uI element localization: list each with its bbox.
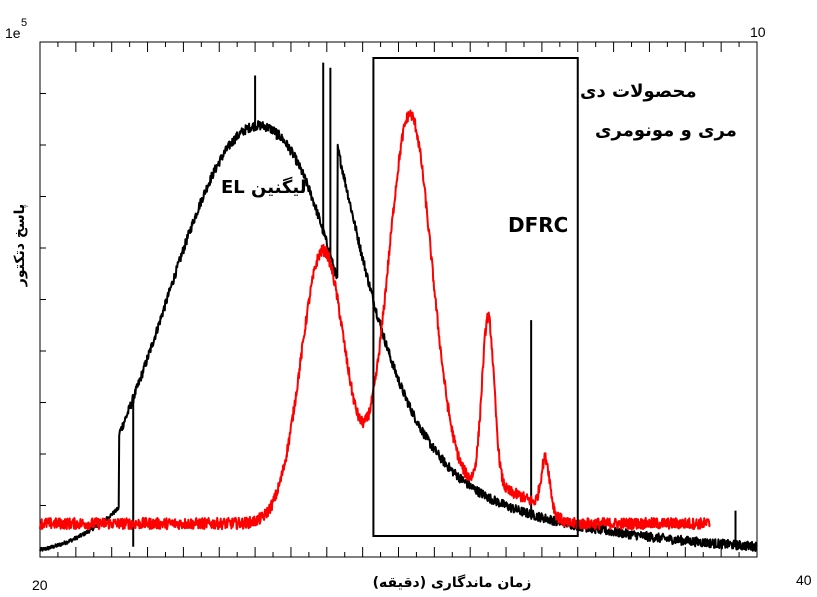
series-line-red (39, 109, 711, 531)
box-label-line2: مری و مونومری (595, 120, 737, 141)
series-line-black (39, 120, 758, 552)
dfrc-highlight-box (372, 57, 579, 537)
y-top-label: 10 (750, 24, 766, 40)
y-axis-title: پاسخ دتکتور (12, 204, 28, 287)
el-lignin-label: لیگنین EL (221, 176, 307, 198)
x-tick-label-end: 40 (796, 572, 812, 588)
x-tick-label-start: 20 (32, 577, 48, 593)
series-layer (39, 62, 758, 552)
x-axis-title: زمان ماندگاری (دقیقه) (373, 574, 532, 591)
y-multiplier-label: 1e (5, 25, 21, 41)
axis-ticks (39, 42, 758, 557)
y-multiplier-exponent: 5 (21, 17, 27, 29)
box-label-line1: محصولات دی (580, 81, 697, 102)
dfrc-label: DFRC (508, 213, 568, 237)
